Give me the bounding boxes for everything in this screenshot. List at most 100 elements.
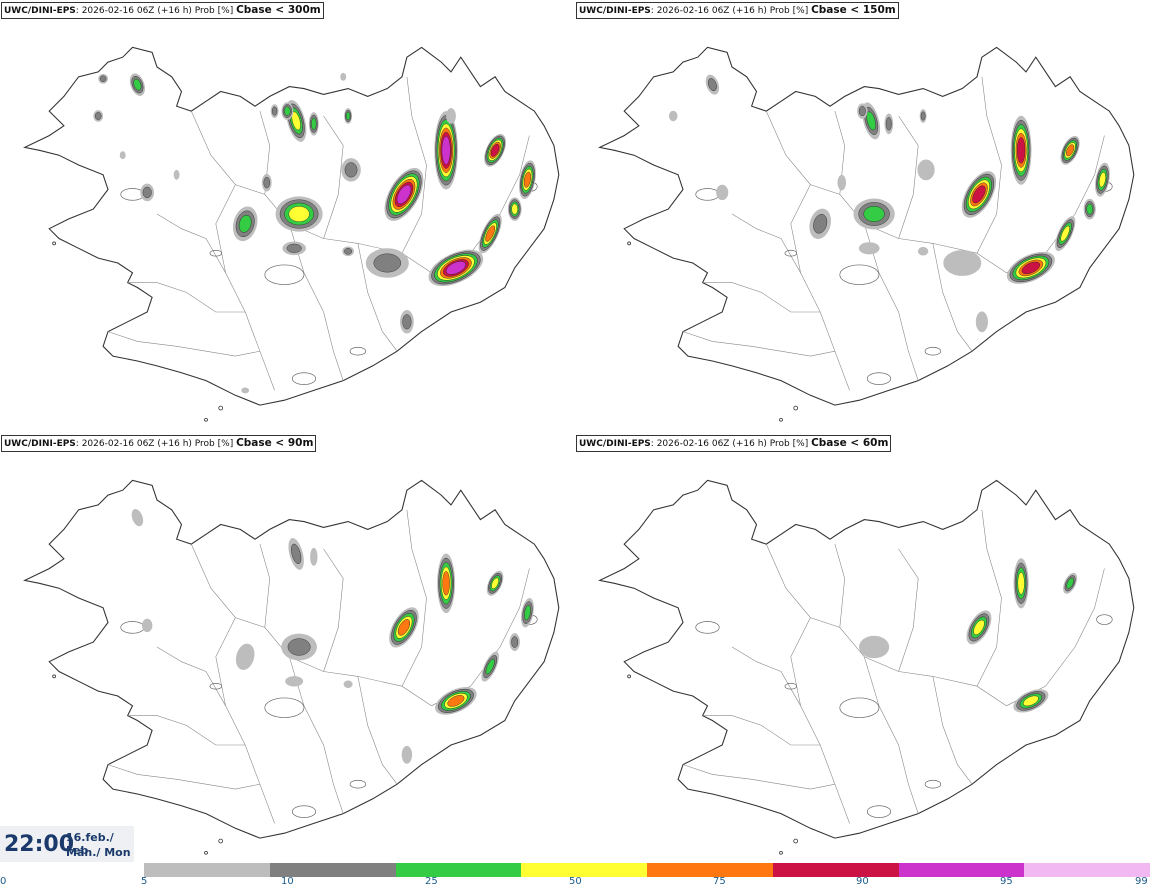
colorbar-segment <box>898 863 1025 877</box>
probability-area <box>365 248 409 278</box>
probability-area <box>340 72 347 81</box>
lake-outline <box>209 682 223 690</box>
probability-area <box>140 183 155 202</box>
colorbar-segment <box>1024 863 1150 877</box>
probability-contour <box>1066 144 1075 157</box>
probability-contour <box>1060 225 1070 242</box>
probability-contour <box>241 387 250 394</box>
valid-time-box: 22:00 16.feb./ Feb Mán./ Mon <box>0 826 134 862</box>
probability-contour <box>263 176 270 189</box>
probability-area <box>716 184 729 201</box>
probability-area <box>919 109 927 123</box>
probability-area <box>1013 558 1029 609</box>
probability-area <box>341 158 361 182</box>
probability-contour <box>344 162 358 178</box>
probability-area <box>668 110 678 122</box>
run-info: : 2026-02-16 06Z (+16 h) Prob [%] <box>650 439 812 449</box>
lake-outline <box>349 779 367 789</box>
probability-contour <box>287 638 311 656</box>
probability-contour <box>131 509 144 527</box>
probability-contour <box>943 250 982 276</box>
probability-contour <box>402 314 412 330</box>
probability-contour <box>119 151 126 160</box>
probability-area <box>446 108 456 124</box>
probability-contour <box>133 78 142 91</box>
region-boundary <box>401 76 427 254</box>
map-panel-90m: UWC/DINI-EPS: 2026-02-16 06Z (+16 h) Pro… <box>0 433 575 868</box>
probability-area <box>270 104 279 118</box>
region-boundary <box>932 676 973 785</box>
probability-area <box>1013 689 1049 713</box>
colorbar-tick-label: 95 <box>1000 876 1013 887</box>
probability-contour <box>343 680 353 688</box>
probability-area <box>917 159 935 181</box>
colorbar-segment <box>772 863 899 877</box>
probability-contour <box>311 117 317 130</box>
run-info: : 2026-02-16 06Z (+16 h) Prob [%] <box>75 6 237 16</box>
probability-area <box>961 171 997 218</box>
probability-area <box>401 745 413 764</box>
probability-contour <box>485 658 495 675</box>
lake-outline <box>291 805 317 818</box>
island <box>218 405 224 411</box>
model-source: UWC/DINI-EPS <box>4 6 76 16</box>
valid-time: 22:00 <box>4 832 75 857</box>
region-boundary <box>932 243 973 352</box>
probability-contour <box>340 72 347 81</box>
region-boundary <box>357 243 398 352</box>
probability-contour <box>286 243 302 253</box>
region-boundary <box>357 676 398 785</box>
probability-contour <box>94 112 102 120</box>
probability-area <box>129 73 145 96</box>
colorbar-tick-label: 25 <box>425 876 438 887</box>
probability-area <box>342 246 354 257</box>
probability-area <box>275 196 323 232</box>
region-boundary <box>834 544 845 628</box>
region-boundary <box>731 646 801 706</box>
lake-outline <box>924 346 942 356</box>
probability-area <box>1063 572 1078 594</box>
probability-contour <box>975 311 988 333</box>
probability-contour <box>235 643 255 670</box>
probability-area <box>507 197 522 221</box>
region-boundary <box>731 213 801 273</box>
probability-contour <box>490 143 500 157</box>
probability-contour <box>445 261 466 275</box>
probability-area <box>1006 251 1055 284</box>
region-boundary <box>401 509 427 687</box>
probability-contour <box>1016 137 1026 164</box>
probability-contour <box>271 106 278 116</box>
probability-area <box>98 73 108 84</box>
map-layer <box>23 479 560 855</box>
colorbar-tick-label: 90 <box>856 876 869 887</box>
probability-area <box>93 110 104 122</box>
probability-contour <box>441 136 451 165</box>
probability-contour <box>397 619 411 636</box>
region-boundary <box>898 548 919 672</box>
model-source: UWC/DINI-EPS <box>579 6 651 16</box>
region-boundary <box>259 544 270 628</box>
map-panel-150m: UWC/DINI-EPS: 2026-02-16 06Z (+16 h) Pro… <box>575 0 1150 435</box>
probability-area <box>705 74 720 95</box>
coastline <box>598 479 1135 839</box>
region-boundary <box>702 715 821 746</box>
probability-area <box>486 570 504 596</box>
lake-outline <box>209 249 223 257</box>
probability-contour <box>973 619 985 636</box>
region-boundary <box>215 617 275 824</box>
probability-area <box>308 112 319 136</box>
probability-area <box>858 242 880 255</box>
probability-area <box>232 206 258 242</box>
colorbar-segment <box>269 863 396 877</box>
island <box>793 838 799 844</box>
probability-contour <box>668 110 678 122</box>
probability-area <box>428 249 484 287</box>
probability-colorbar <box>144 863 1150 877</box>
probability-area <box>344 108 353 124</box>
probability-contour <box>524 605 531 621</box>
probability-area <box>862 102 881 140</box>
region-boundary <box>107 331 260 357</box>
region-boundary <box>215 184 275 391</box>
region-boundary <box>864 223 919 381</box>
region-boundary <box>107 764 260 790</box>
